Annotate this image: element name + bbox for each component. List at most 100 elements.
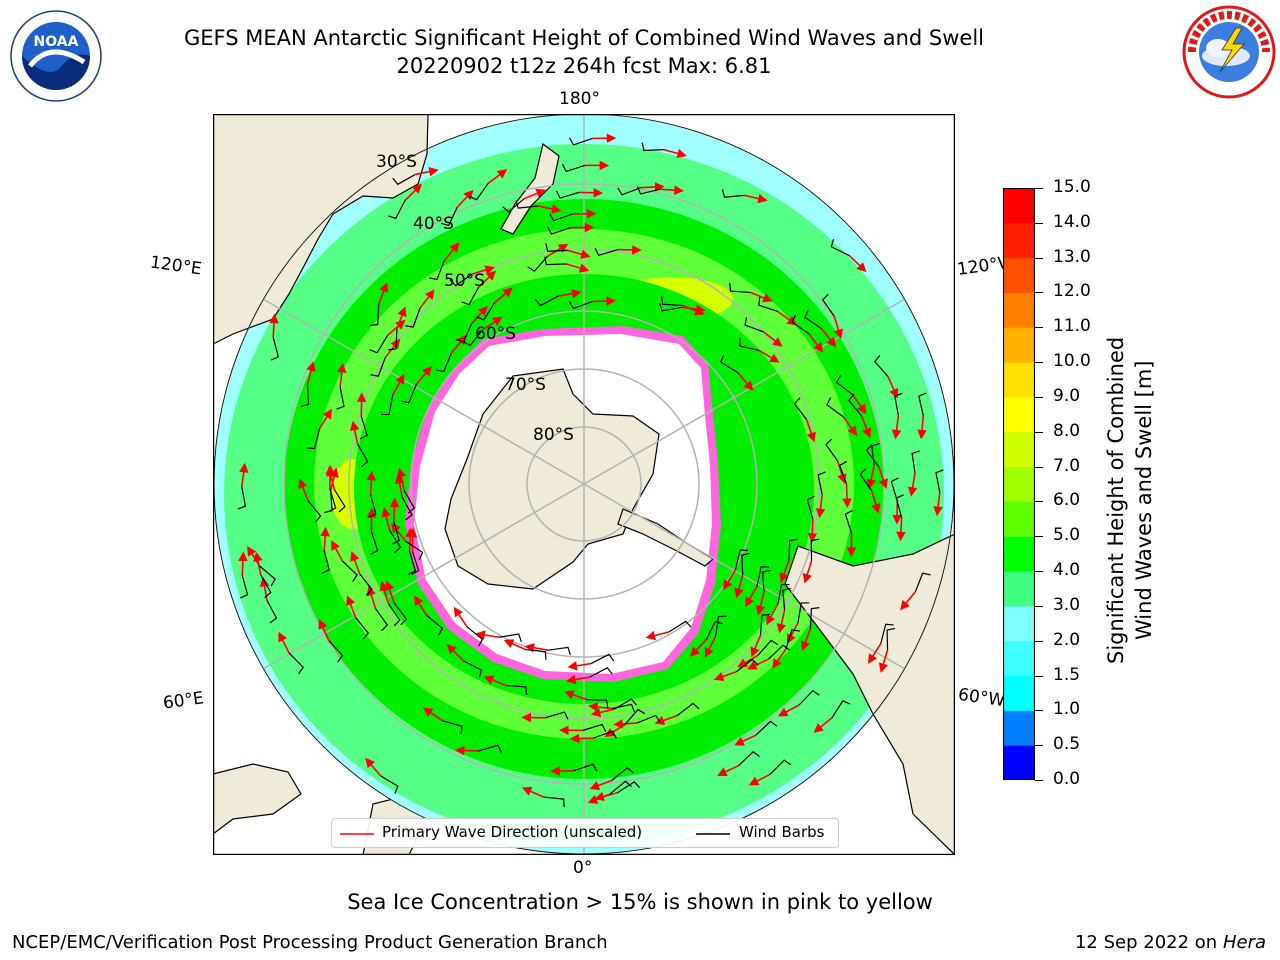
wave-arrow (456, 189, 474, 208)
wave-arrow (617, 245, 642, 255)
wave-arrow (800, 628, 812, 652)
wind-barb (844, 509, 853, 534)
colorbar-cell (1003, 466, 1035, 502)
wind-barb (611, 766, 634, 781)
wave-arrow (878, 649, 889, 673)
wave-arrow (867, 643, 882, 664)
colorbar-tick-label: 8.0 (1053, 420, 1081, 441)
wave-arrow (933, 492, 943, 517)
wave-arrow (238, 551, 248, 576)
noaa-logo-icon: NOAA (10, 10, 102, 102)
wave-arrow (737, 654, 759, 668)
wind-barb (831, 700, 851, 719)
nws-logo-icon (1182, 5, 1276, 99)
wave-arrow (772, 648, 787, 669)
wind-barb (617, 781, 641, 794)
wind-barb (401, 497, 413, 521)
wind-barb (785, 629, 800, 650)
wave-arrow (524, 642, 549, 653)
wind-barb (476, 302, 495, 321)
wave-arrow (493, 287, 513, 304)
wave-arrow (866, 465, 876, 490)
wave-arrow (852, 394, 867, 415)
wind-barb (469, 183, 489, 201)
wave-arrow (415, 166, 439, 177)
wind-barb (270, 337, 280, 361)
colorbar-cell (1003, 396, 1035, 433)
wind-barb (428, 260, 445, 281)
wind-barb (839, 460, 848, 485)
wave-arrow (748, 773, 771, 786)
wave-arrow (747, 658, 769, 670)
lat-label-30s: 30°S (376, 152, 417, 172)
wind-barb (848, 393, 862, 417)
wind-barb (738, 751, 760, 766)
wind-barb (400, 384, 417, 404)
wave-arrow (415, 366, 432, 385)
wave-arrow (682, 304, 705, 316)
colorbar-tick-mark (1035, 327, 1043, 329)
wave-arrow (870, 490, 881, 514)
colorbar-cell (1003, 745, 1035, 780)
wind-barb (568, 300, 593, 310)
wind-barb (590, 653, 615, 665)
wave-arrow (842, 484, 852, 509)
wave-arrow (813, 717, 833, 733)
colorbar-cell (1003, 675, 1035, 711)
wind-barb (547, 226, 571, 235)
wave-arrow (663, 148, 687, 159)
wind-barb (466, 626, 484, 647)
wind-barb (478, 744, 502, 753)
wind-barb (809, 607, 820, 629)
footer-host: Hera (1222, 932, 1266, 953)
wind-barb (545, 711, 569, 720)
wind-barb (359, 416, 368, 440)
wind-barb (895, 494, 904, 518)
wind-barb (798, 689, 820, 706)
wind-barb (817, 471, 826, 495)
wind-barb (830, 238, 850, 257)
wind-barb (782, 587, 791, 611)
colorbar-tick-label: 3.0 (1053, 594, 1081, 615)
colorbar-cell (1003, 536, 1035, 572)
footer-date-text: 12 Sep 2022 on (1074, 932, 1218, 953)
colorbar-tick-label: 1.5 (1053, 664, 1081, 685)
wave-arrow (713, 670, 737, 682)
wind-barb (426, 615, 444, 636)
wind-barb (573, 763, 598, 772)
wind-barb (756, 566, 770, 587)
wave-arrow (592, 296, 617, 306)
wind-barb (676, 702, 700, 717)
wave-arrow (848, 254, 867, 273)
wind-barb (548, 646, 571, 656)
colorbar-tick-mark (1035, 292, 1043, 294)
wind-barb (880, 623, 894, 644)
wind-barb (935, 469, 944, 493)
colorbar-tick-mark (1035, 501, 1043, 503)
wind-barb (835, 375, 854, 396)
wave-arrow (454, 745, 479, 756)
wave-arrow (453, 606, 468, 628)
wave-arrow (723, 569, 737, 591)
colorbar-tick-label: 13.0 (1053, 246, 1091, 267)
colorbar-tick-mark (1035, 466, 1043, 468)
wave-arrow (777, 704, 800, 717)
wind-barb (387, 200, 406, 220)
wind-barb (515, 200, 539, 209)
wind-barb (865, 444, 880, 467)
wind-barb (769, 759, 792, 775)
wind-barb (874, 355, 889, 378)
lat-label-80s: 80°S (533, 425, 574, 445)
wind-barb (810, 538, 820, 561)
wave-arrow (802, 560, 813, 584)
colorbar (1003, 188, 1035, 780)
wave-arrow (379, 580, 390, 605)
wave-arrow (238, 462, 249, 487)
wind-barb (886, 627, 896, 651)
colorbar-tick-label: 10.0 (1053, 351, 1091, 372)
wave-arrow (640, 182, 665, 192)
wave-arrow (396, 306, 407, 330)
colorbar-tick-mark (1035, 257, 1043, 259)
wind-barb (555, 190, 580, 199)
wave-arrow (366, 470, 377, 495)
